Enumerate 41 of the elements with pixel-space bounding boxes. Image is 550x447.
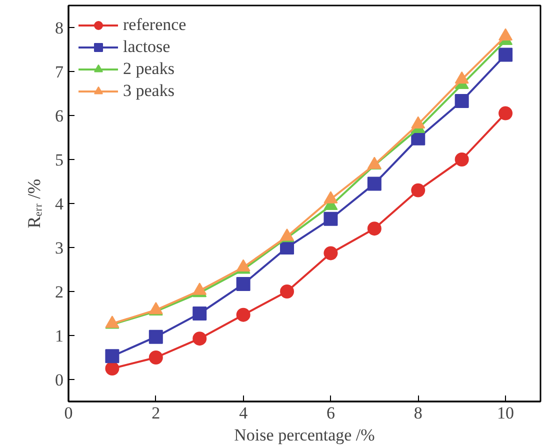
point [192, 306, 207, 320]
y-axis-title: Rₑᵣᵣ /% [24, 178, 44, 228]
point [367, 176, 382, 191]
point [411, 116, 426, 129]
point [498, 106, 513, 120]
y-tick-label: 5 [55, 150, 64, 170]
y-tick-label: 1 [55, 326, 64, 346]
point [324, 246, 338, 260]
x-tick-label: 4 [239, 404, 248, 422]
y-tick-label: 7 [55, 62, 64, 82]
point [280, 284, 294, 298]
point [454, 94, 469, 108]
legend-label: lactose [123, 37, 170, 57]
point [367, 222, 382, 236]
y-tick-label: 8 [55, 18, 64, 38]
point [324, 191, 338, 204]
point [105, 349, 120, 364]
y-tick-label: 2 [55, 282, 64, 302]
y-tick-label: 4 [55, 194, 64, 214]
y-tick-label: 6 [55, 106, 64, 126]
point [411, 183, 426, 198]
legend-label: reference [123, 15, 186, 35]
point [148, 350, 163, 364]
point [236, 277, 250, 292]
x-axis-title: Noise percentage /% [234, 426, 375, 444]
point [454, 71, 469, 84]
point [192, 332, 207, 346]
point [324, 212, 338, 226]
point [148, 330, 163, 344]
x-tick-label: 10 [497, 404, 514, 422]
point [236, 308, 250, 322]
legend-label: 3 peaks [123, 81, 174, 101]
point [454, 152, 469, 166]
legend-label: 2 peaks [123, 59, 174, 79]
point [498, 28, 513, 41]
x-tick-label: 2 [152, 404, 160, 422]
y-tick-label: 3 [55, 238, 64, 258]
x-tick-label: 6 [326, 404, 335, 422]
x-tick-label: 8 [414, 404, 422, 422]
point [105, 362, 120, 376]
y-tick-label: 0 [55, 370, 64, 390]
